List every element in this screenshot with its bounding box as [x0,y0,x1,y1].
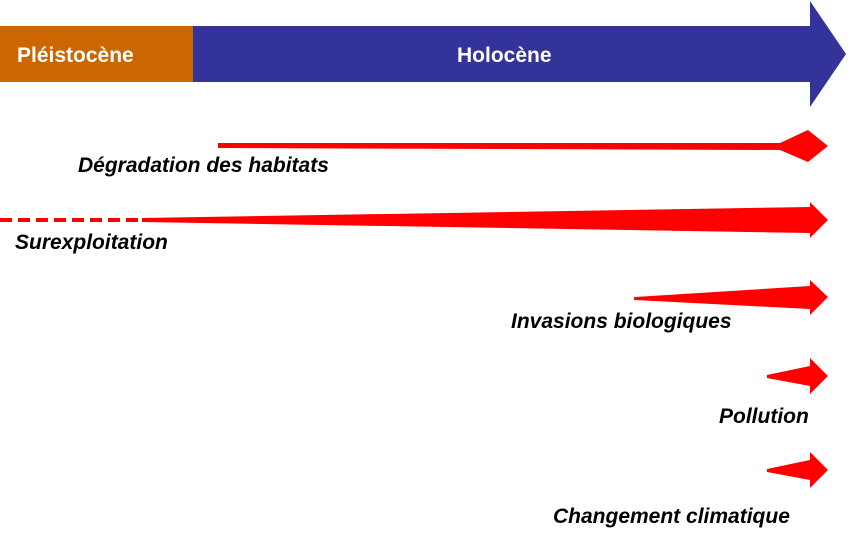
threat-habitat: Dégradation des habitats [78,130,828,177]
invasions-label: Invasions biologiques [511,310,732,333]
overexploitation-label: Surexploitation [15,231,168,254]
climate-arrow [767,452,828,488]
pollution-label: Pollution [719,405,809,428]
invasions-arrow [634,280,828,315]
pollution-arrow [767,358,828,394]
threat-overexploitation: Surexploitation [0,202,828,254]
threat-invasions: Invasions biologiques [511,280,828,333]
holocene-label: Holocène [457,44,552,67]
overexploitation-arrow [142,202,828,238]
timeline-bar: Pléistocène Holocène [0,1,846,107]
habitat-arrow [218,130,828,162]
pleistocene-label: Pléistocène [17,44,134,67]
threat-pollution: Pollution [719,358,828,428]
habitat-label: Dégradation des habitats [78,154,329,177]
pleistocene-segment [0,26,193,82]
climate-label: Changement climatique [553,505,790,528]
holocene-arrow [193,1,846,107]
threat-climate: Changement climatique [553,452,828,528]
